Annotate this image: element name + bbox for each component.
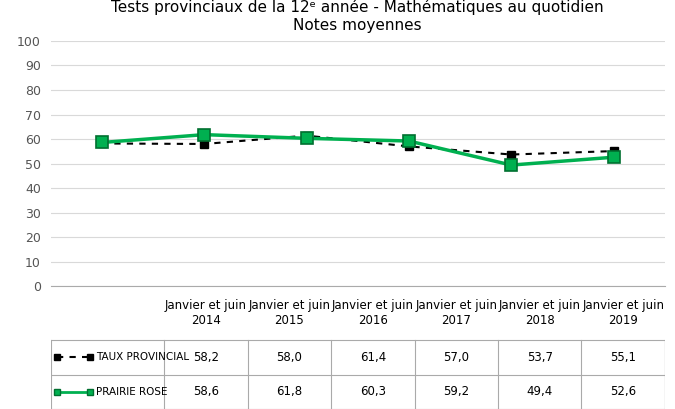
Text: 59,2: 59,2 (443, 385, 469, 398)
Text: 2016: 2016 (358, 314, 388, 327)
Text: 49,4: 49,4 (526, 385, 553, 398)
Text: TAUX PROVINCIAL: TAUX PROVINCIAL (96, 353, 189, 362)
Text: 58,2: 58,2 (193, 351, 219, 364)
Text: 57,0: 57,0 (443, 351, 469, 364)
Text: 55,1: 55,1 (610, 351, 636, 364)
Text: Janvier et juin: Janvier et juin (415, 299, 497, 312)
Text: 2014: 2014 (191, 314, 221, 327)
Text: Janvier et juin: Janvier et juin (248, 299, 331, 312)
Text: 60,3: 60,3 (360, 385, 386, 398)
Text: Janvier et juin: Janvier et juin (165, 299, 247, 312)
Text: 2015: 2015 (275, 314, 304, 327)
Title: Tests provinciaux de la 12ᵉ année - Mathématiques au quotidien
Notes moyennes: Tests provinciaux de la 12ᵉ année - Math… (111, 0, 604, 33)
Text: PRAIRIE ROSE: PRAIRIE ROSE (96, 387, 167, 397)
Text: 61,8: 61,8 (276, 385, 302, 398)
Text: 53,7: 53,7 (526, 351, 553, 364)
Text: Janvier et juin: Janvier et juin (582, 299, 664, 312)
Text: 2017: 2017 (441, 314, 471, 327)
Text: Janvier et juin: Janvier et juin (332, 299, 414, 312)
Text: 2019: 2019 (608, 314, 638, 327)
Text: 58,6: 58,6 (193, 385, 219, 398)
Text: 61,4: 61,4 (360, 351, 386, 364)
Text: Janvier et juin: Janvier et juin (499, 299, 580, 312)
Text: 52,6: 52,6 (610, 385, 637, 398)
Text: 2018: 2018 (525, 314, 555, 327)
Text: 58,0: 58,0 (277, 351, 302, 364)
